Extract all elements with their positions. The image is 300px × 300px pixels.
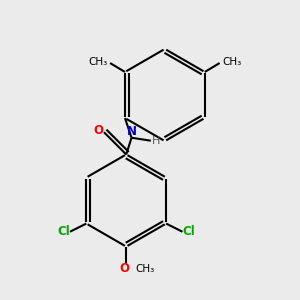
- Text: Cl: Cl: [57, 225, 70, 238]
- Text: CH₃: CH₃: [222, 57, 241, 67]
- Text: O: O: [120, 262, 130, 275]
- Text: CH₃: CH₃: [88, 57, 108, 67]
- Text: Cl: Cl: [183, 225, 195, 238]
- Text: H: H: [152, 136, 160, 146]
- Text: O: O: [94, 124, 103, 137]
- Text: N: N: [127, 125, 136, 138]
- Text: CH₃: CH₃: [135, 264, 154, 274]
